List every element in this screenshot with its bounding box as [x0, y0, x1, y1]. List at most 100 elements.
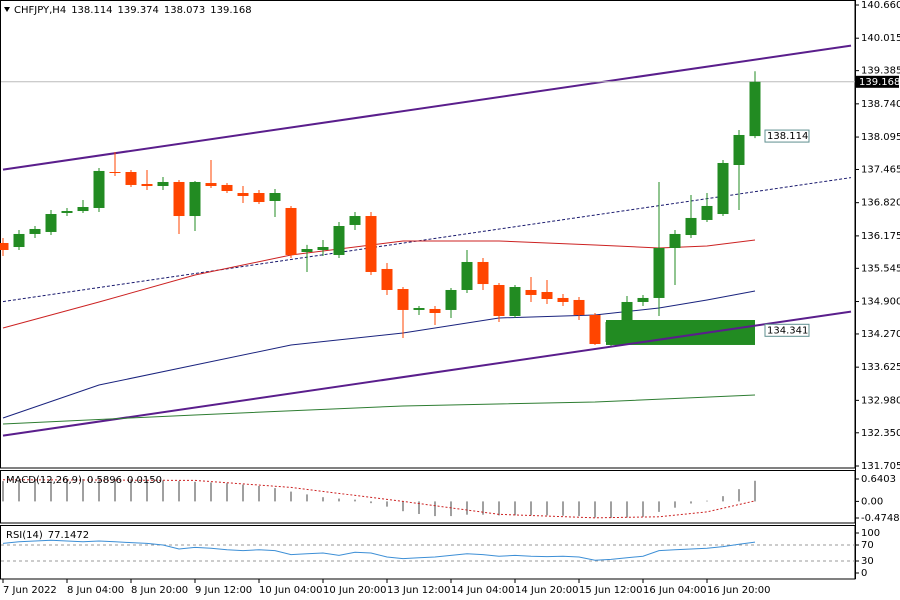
macd-bar [562, 501, 564, 516]
macd-bar [274, 488, 276, 502]
price-label-box [764, 129, 810, 143]
macd-bar [82, 479, 84, 502]
price-label: 138.114 [767, 131, 808, 142]
candle-body [237, 193, 249, 196]
overlay-line [2, 394, 756, 425]
macd-bar [482, 501, 484, 515]
candle-body [397, 289, 409, 310]
candle-body [93, 170, 105, 208]
y-tick-label: 140.015 [861, 33, 900, 44]
header-value: 77.1472 [48, 530, 89, 541]
macd-bar [594, 501, 596, 518]
x-tick-label: 9 Jun 12:00 [195, 585, 252, 596]
macd-bar [242, 484, 244, 502]
candle-body [333, 226, 345, 255]
x-tick-label: 16 Jun 04:00 [643, 585, 707, 596]
candle-body [0, 242, 9, 250]
y-tick-label: 140.660 [861, 0, 900, 11]
macd-bar [434, 501, 436, 517]
candle-body [749, 81, 761, 137]
bid-box [856, 75, 899, 88]
macd-bar [466, 501, 468, 515]
y-tick-label: 138.740 [861, 99, 900, 110]
header-value: 138.114 [71, 5, 112, 16]
price-label-box [764, 323, 810, 337]
candle-body [157, 181, 169, 187]
y-tick-label: 100 [861, 528, 880, 539]
candle-body [493, 284, 505, 316]
header-value: 139.168 [210, 5, 251, 16]
candle-body [477, 261, 489, 285]
macd-bar [722, 496, 724, 502]
candle-body [509, 287, 521, 316]
macd-bar [194, 481, 196, 502]
x-tick-label: 14 Jun 20:00 [515, 585, 579, 596]
candle-body [621, 301, 633, 321]
y-tick-label: -0.4748 [861, 513, 900, 524]
header-title: RSI(14) [6, 530, 43, 541]
y-tick-label: 0 [861, 568, 867, 579]
zone-rectangle [606, 320, 755, 345]
macd-bar [50, 479, 52, 502]
y-tick-label: 135.545 [861, 263, 900, 274]
x-tick-label: 13 Jun 12:00 [387, 585, 451, 596]
macd-bar [450, 501, 452, 517]
candle-body [637, 297, 649, 302]
candle-body [541, 291, 553, 300]
macd-bar [754, 480, 756, 502]
y-tick-label: 30 [861, 556, 874, 567]
y-tick-label: 0.6403 [861, 474, 896, 485]
menu-arrow[interactable] [4, 7, 10, 12]
overlay-line [2, 44, 852, 171]
y-tick-label: 133.625 [861, 362, 900, 373]
macd-panel [0, 470, 856, 524]
candle-body [461, 261, 473, 290]
y-tick-label: 136.175 [861, 231, 900, 242]
macd-bar [2, 481, 4, 502]
macd-bar [162, 480, 164, 502]
candle-body [45, 214, 57, 232]
x-tick-label: 16 Jun 20:00 [707, 585, 771, 596]
candle-body [77, 207, 89, 212]
macd-bar [18, 480, 20, 502]
x-tick-label: 10 Jun 04:00 [259, 585, 323, 596]
candle-body [733, 134, 745, 165]
y-tick-label: 131.705 [861, 461, 900, 472]
macd-bar [210, 482, 212, 502]
candle-body [269, 193, 281, 201]
y-tick-label: 138.095 [861, 132, 900, 143]
y-tick-label: 136.820 [861, 198, 900, 209]
y-tick-label: 0.00 [861, 496, 883, 507]
overlay-line [2, 239, 756, 329]
x-tick-label: 10 Jun 20:00 [323, 585, 387, 596]
macd-bar [546, 501, 548, 516]
candle-body [221, 184, 233, 191]
macd-bar [706, 500, 708, 502]
overlay-line [2, 177, 852, 303]
y-tick-label: 132.980 [861, 395, 900, 406]
y-tick-label: 134.900 [861, 297, 900, 308]
macd-bar [34, 479, 36, 502]
panel-header: CHFJPY,H4 138.114 139.374 138.073 139.168 [14, 5, 252, 16]
panel-header: MACD(12,26,9) 0.5896 0.0150 [6, 475, 162, 486]
candle-body [653, 247, 665, 298]
candle-body [701, 205, 713, 220]
overlay-line [2, 290, 756, 419]
header-title: MACD(12,26,9) [6, 475, 82, 486]
macd-bar [530, 501, 532, 516]
macd-bar [290, 491, 292, 502]
rsi-line [2, 539, 756, 561]
candle-body [381, 268, 393, 290]
candle-body [525, 289, 537, 295]
header-value: 0.0150 [127, 475, 162, 486]
macd-bar [322, 497, 324, 502]
overlay-line [2, 310, 852, 437]
macd-bar [226, 483, 228, 502]
macd-bar [610, 501, 612, 518]
candle-body [253, 193, 265, 203]
candle-body [285, 207, 297, 255]
y-tick-label: 137.465 [861, 164, 900, 175]
candle-body [573, 299, 585, 316]
candle-body [429, 308, 441, 314]
macd-bar [338, 498, 340, 502]
